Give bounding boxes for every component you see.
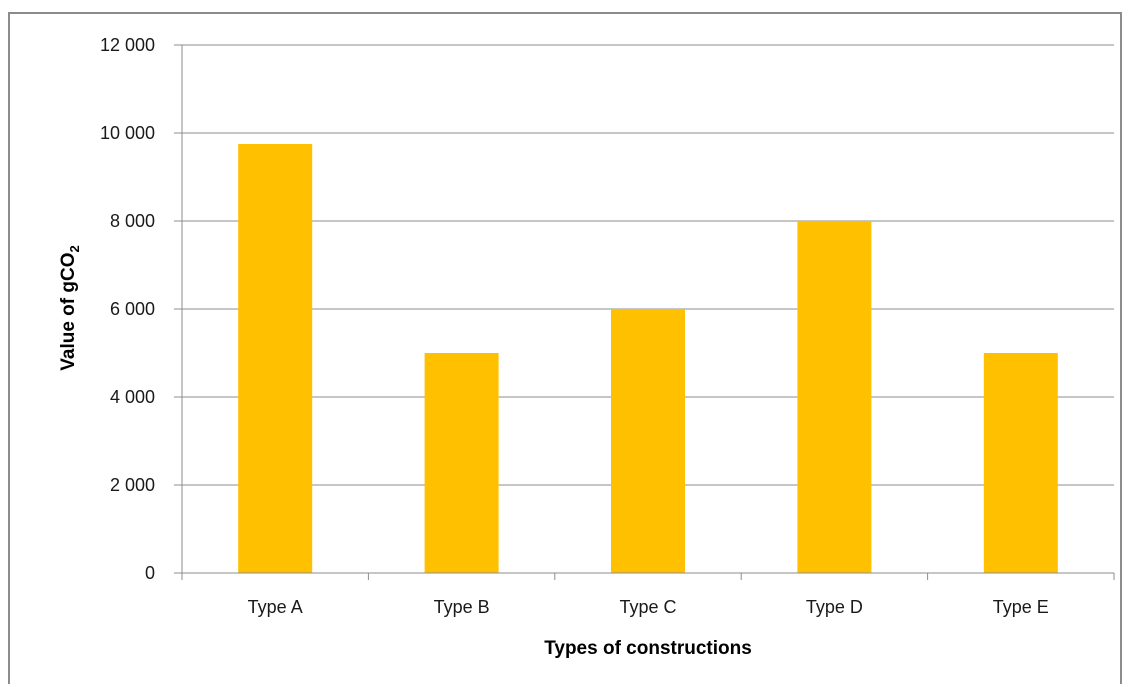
bar <box>797 221 872 573</box>
y-tick-label: 6 000 <box>110 299 155 319</box>
y-axis-title-main: Value of gCO <box>58 252 79 370</box>
y-axis-title-subscript: 2 <box>67 245 82 252</box>
chart-frame <box>8 12 1122 684</box>
x-tick-label: Type A <box>248 597 303 617</box>
y-tick-label: 2 000 <box>110 475 155 495</box>
x-tick-label: Type D <box>806 597 863 617</box>
x-tick-labels: Type A Type B Type C Type D Type E <box>248 597 1049 617</box>
x-tick-label: Type B <box>434 597 490 617</box>
y-axis-title: Value of gCO2 <box>58 245 82 370</box>
y-tick-label: 8 000 <box>110 211 155 231</box>
y-tick-label: 10 000 <box>100 123 155 143</box>
y-tick-label: 0 <box>145 563 155 583</box>
y-tick-label: 12 000 <box>100 35 155 55</box>
axes <box>174 44 1115 580</box>
bar <box>238 144 313 573</box>
bars <box>238 144 1058 573</box>
x-tick-label: Type C <box>619 597 676 617</box>
y-tick-label: 4 000 <box>110 387 155 407</box>
x-axis-title: Types of constructions <box>544 638 752 659</box>
y-tick-labels: 0 2 000 4 000 6 000 8 000 10 000 12 000 <box>100 35 155 583</box>
bar <box>611 309 685 573</box>
x-tick-label: Type E <box>993 597 1049 617</box>
bar <box>424 353 499 573</box>
bar <box>983 353 1058 573</box>
